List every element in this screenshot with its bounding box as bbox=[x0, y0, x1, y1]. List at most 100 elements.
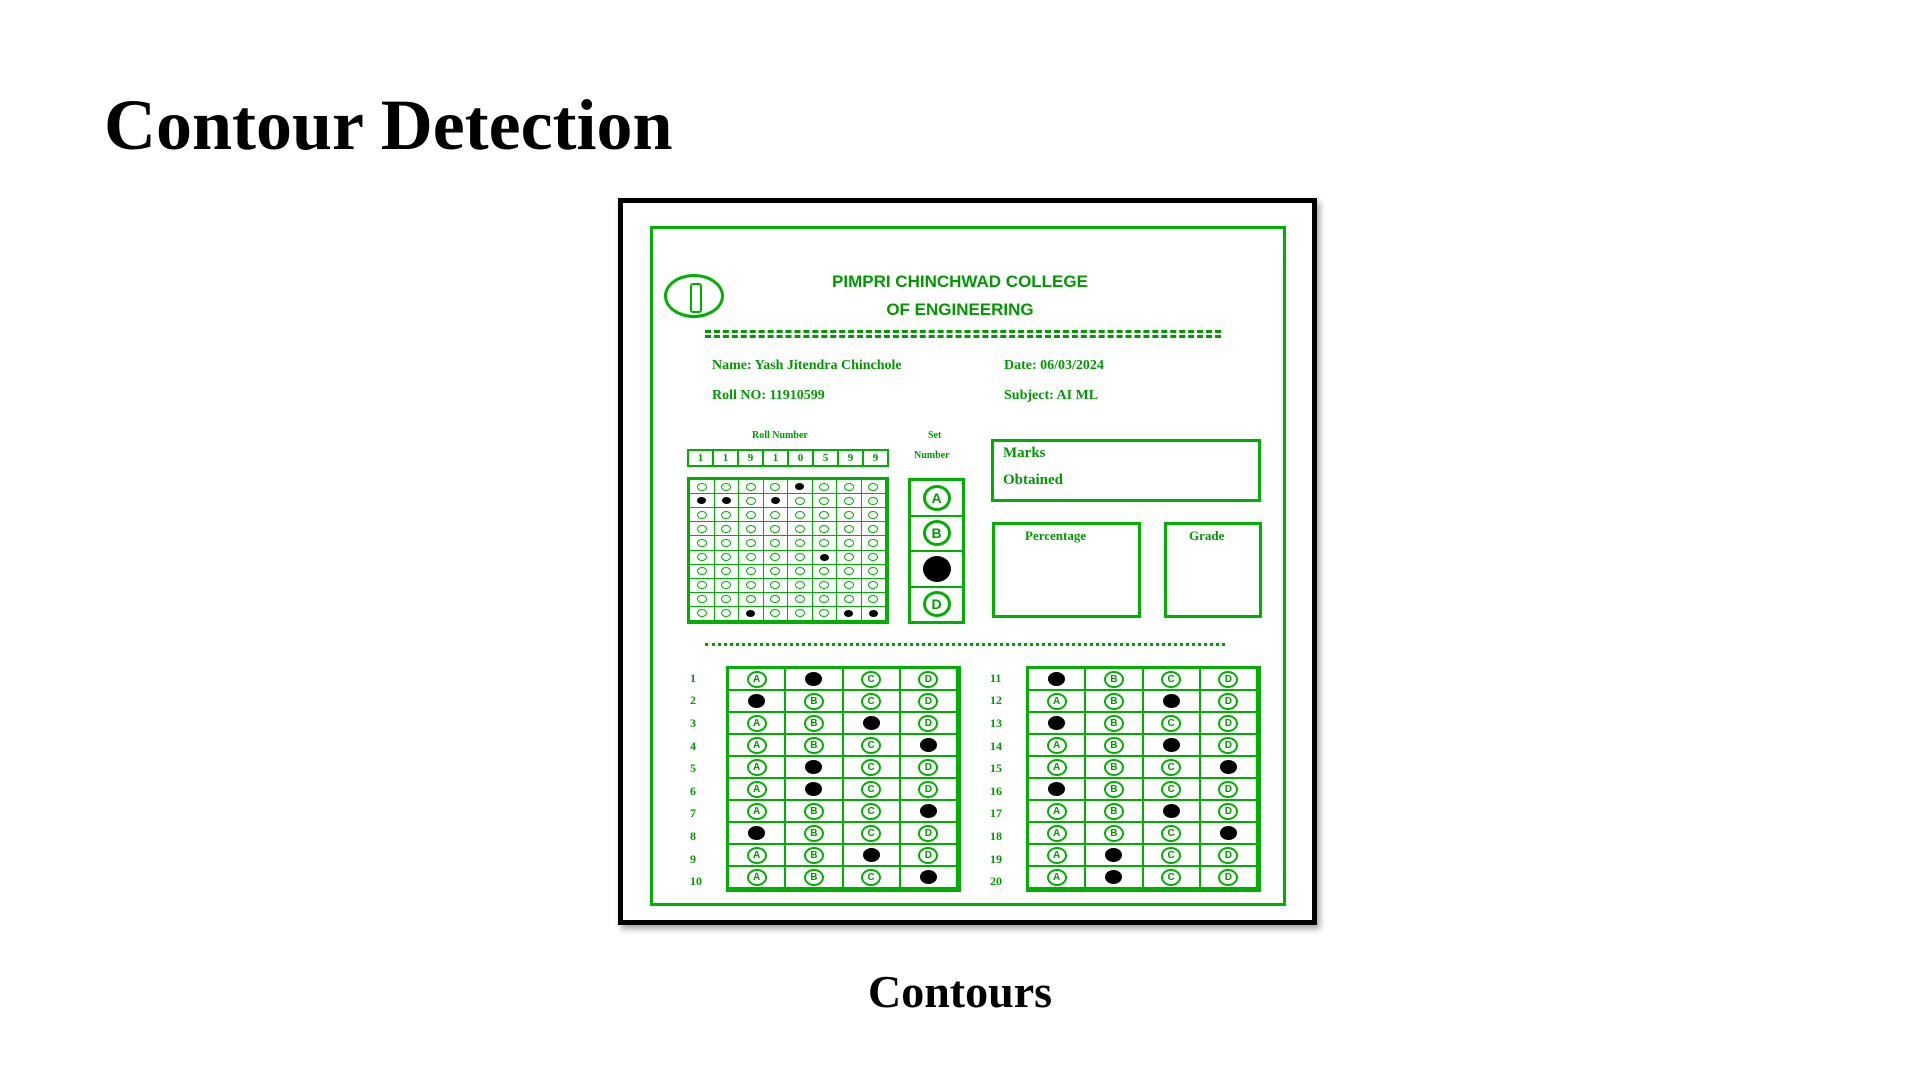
answer-cell: A bbox=[729, 735, 787, 757]
roll-bubble bbox=[819, 482, 830, 491]
roll-bubble-cell bbox=[763, 508, 788, 523]
answer-bubble-filled: D bbox=[919, 738, 937, 752]
roll-bubble-cell bbox=[788, 522, 813, 537]
answer-bubble-filled: B bbox=[805, 782, 823, 796]
answer-cell: C bbox=[1143, 845, 1201, 867]
answer-bubble-filled: A bbox=[1048, 782, 1066, 796]
roll-bubble-cell bbox=[861, 578, 886, 593]
answer-bubble: A bbox=[746, 758, 767, 776]
answer-bubble: A bbox=[746, 714, 767, 732]
answer-cell: D bbox=[900, 735, 958, 757]
answer-cell: C bbox=[1143, 779, 1201, 801]
question-number: 11 bbox=[990, 670, 1002, 685]
roll-bubble-cell bbox=[763, 522, 788, 537]
answer-cell: C bbox=[1143, 713, 1201, 735]
answer-cell: A bbox=[729, 691, 787, 713]
roll-bubble bbox=[745, 538, 756, 547]
question-number: 13 bbox=[990, 715, 1002, 730]
answer-bubble: C bbox=[1161, 846, 1182, 864]
answer-bubble: D bbox=[1218, 670, 1239, 688]
question-number: 4 bbox=[690, 738, 696, 753]
roll-bubble bbox=[696, 595, 707, 604]
roll-bubble bbox=[843, 581, 854, 590]
roll-digit: 1 bbox=[764, 451, 789, 465]
answer-cell: B bbox=[786, 823, 844, 845]
roll-bubble bbox=[868, 538, 879, 547]
roll-bubble bbox=[745, 510, 756, 519]
set-option-row: B bbox=[911, 517, 962, 552]
answer-bubble: A bbox=[746, 736, 767, 754]
answer-cell: D bbox=[900, 867, 958, 889]
question-number: 14 bbox=[990, 738, 1002, 753]
answer-bubble: C bbox=[1161, 758, 1182, 776]
answer-bubble: A bbox=[746, 780, 767, 798]
answer-cell: C bbox=[843, 867, 901, 889]
roll-bubble bbox=[843, 524, 854, 533]
answer-bubble: D bbox=[1218, 802, 1239, 820]
roll-bubble bbox=[770, 510, 781, 519]
roll-bubble bbox=[843, 482, 854, 491]
roll-bubble bbox=[868, 567, 879, 576]
roll-bubble-cell bbox=[714, 494, 739, 509]
answer-cell: D bbox=[900, 757, 958, 779]
set-number-bubbles: ABCD bbox=[908, 478, 965, 624]
answer-cell: B bbox=[1086, 845, 1144, 867]
roll-bubble-cell bbox=[837, 564, 862, 579]
roll-bubble-cell bbox=[837, 592, 862, 607]
answer-bubble: C bbox=[861, 758, 882, 776]
roll-bubble-cell bbox=[763, 480, 788, 495]
roll-bubble-cell bbox=[763, 536, 788, 551]
answer-bubble: B bbox=[803, 846, 824, 864]
answer-cell: D bbox=[900, 669, 958, 691]
roll-bubble-cell bbox=[739, 578, 764, 593]
answer-cell: B bbox=[1086, 867, 1144, 889]
answer-cell: D bbox=[900, 845, 958, 867]
roll-bubble-cell bbox=[837, 606, 862, 621]
answer-cell: B bbox=[1086, 801, 1144, 823]
roll-bubble-filled bbox=[795, 483, 805, 491]
answer-cell: D bbox=[1200, 779, 1258, 801]
roll-bubble bbox=[745, 524, 756, 533]
roll-bubble bbox=[696, 553, 707, 562]
set-option-row: C bbox=[911, 552, 962, 588]
answer-bubble: B bbox=[1103, 758, 1124, 776]
question-number: 5 bbox=[690, 761, 696, 776]
answer-bubble: C bbox=[1161, 670, 1182, 688]
roll-bubble-cell bbox=[739, 508, 764, 523]
roll-digit: 9 bbox=[872, 452, 879, 464]
answer-cell: C bbox=[1143, 757, 1201, 779]
roll-bubble-cell bbox=[812, 578, 837, 593]
roll-bubble bbox=[794, 524, 805, 533]
roll-bubble bbox=[721, 567, 732, 576]
answer-cell: A bbox=[729, 779, 787, 801]
answer-cell: A bbox=[729, 669, 787, 691]
roll-number-bubble-grid bbox=[687, 477, 889, 624]
answer-bubble: D bbox=[918, 692, 939, 710]
answer-cell: A bbox=[729, 867, 787, 889]
roll-bubble-filled bbox=[868, 609, 878, 617]
roll-bubble-cell bbox=[690, 494, 715, 509]
roll-bubble-cell bbox=[812, 508, 837, 523]
roll-bubble-cell bbox=[861, 480, 886, 495]
roll-bubble bbox=[770, 482, 781, 491]
question-number: 7 bbox=[690, 806, 696, 821]
answer-cell: C bbox=[1143, 691, 1201, 713]
roll-bubble bbox=[819, 567, 830, 576]
roll-bubble-cell bbox=[788, 578, 813, 593]
slide-title: Contour Detection bbox=[104, 85, 673, 165]
roll-bubble bbox=[770, 595, 781, 604]
roll-bubble-cell bbox=[861, 508, 886, 523]
roll-bubble bbox=[745, 553, 756, 562]
roll-bubble-filled bbox=[746, 609, 756, 617]
roll-digit: 1 bbox=[689, 451, 714, 465]
roll-bubble bbox=[696, 538, 707, 547]
answer-bubble: A bbox=[1046, 692, 1067, 710]
roll-bubble bbox=[794, 595, 805, 604]
roll-bubble-cell bbox=[739, 550, 764, 565]
roll-bubble-cell bbox=[739, 606, 764, 621]
answer-cell: D bbox=[1200, 801, 1258, 823]
answer-bubble: D bbox=[1218, 780, 1239, 798]
answer-cell: C bbox=[843, 669, 901, 691]
answer-bubble: A bbox=[746, 670, 767, 688]
answer-bubble: D bbox=[1218, 736, 1239, 754]
